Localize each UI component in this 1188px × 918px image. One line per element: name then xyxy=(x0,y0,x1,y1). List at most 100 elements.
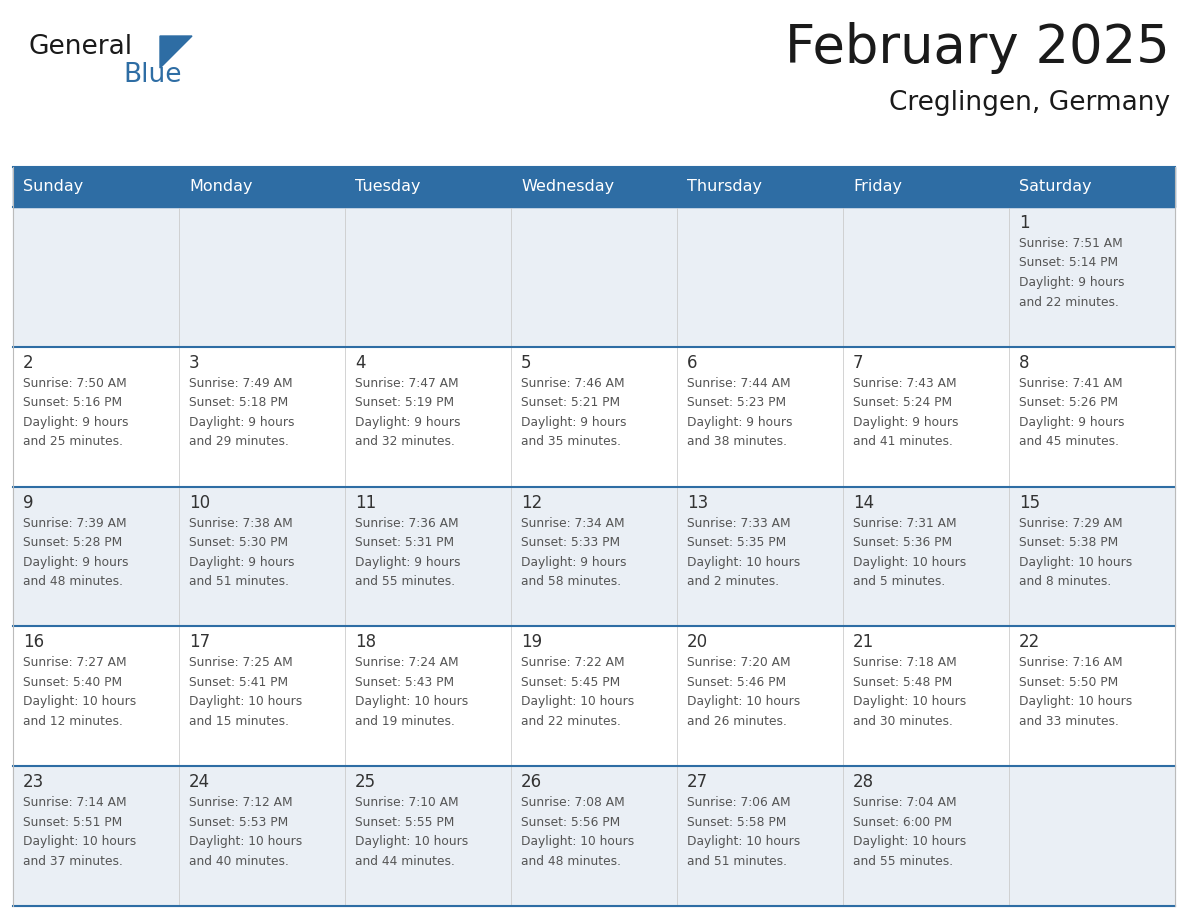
Text: Daylight: 10 hours: Daylight: 10 hours xyxy=(853,555,966,568)
Text: Sunset: 5:36 PM: Sunset: 5:36 PM xyxy=(853,536,952,549)
Text: and 19 minutes.: and 19 minutes. xyxy=(355,715,455,728)
Text: Daylight: 10 hours: Daylight: 10 hours xyxy=(355,835,468,848)
Text: Sunrise: 7:10 AM: Sunrise: 7:10 AM xyxy=(355,796,459,809)
Text: and 41 minutes.: and 41 minutes. xyxy=(853,435,953,448)
Text: and 48 minutes.: and 48 minutes. xyxy=(522,855,621,868)
Text: and 26 minutes.: and 26 minutes. xyxy=(687,715,786,728)
Text: 17: 17 xyxy=(189,633,210,652)
Text: Sunset: 5:21 PM: Sunset: 5:21 PM xyxy=(522,397,620,409)
Text: and 48 minutes.: and 48 minutes. xyxy=(23,575,124,588)
Text: and 55 minutes.: and 55 minutes. xyxy=(355,575,455,588)
Text: Sunrise: 7:14 AM: Sunrise: 7:14 AM xyxy=(23,796,127,809)
Text: Daylight: 9 hours: Daylight: 9 hours xyxy=(189,555,295,568)
Text: 9: 9 xyxy=(23,494,33,511)
Bar xyxy=(179,167,345,207)
Text: Sunrise: 7:29 AM: Sunrise: 7:29 AM xyxy=(1019,517,1123,530)
Text: and 33 minutes.: and 33 minutes. xyxy=(1019,715,1119,728)
Text: Sunset: 5:56 PM: Sunset: 5:56 PM xyxy=(522,816,620,829)
Text: Daylight: 9 hours: Daylight: 9 hours xyxy=(23,555,128,568)
Text: Sunset: 5:28 PM: Sunset: 5:28 PM xyxy=(23,536,122,549)
Text: Sunrise: 7:20 AM: Sunrise: 7:20 AM xyxy=(687,656,791,669)
Text: Sunrise: 7:25 AM: Sunrise: 7:25 AM xyxy=(189,656,292,669)
Text: Sunrise: 7:22 AM: Sunrise: 7:22 AM xyxy=(522,656,625,669)
Text: Sunrise: 7:44 AM: Sunrise: 7:44 AM xyxy=(687,376,791,390)
Text: and 45 minutes.: and 45 minutes. xyxy=(1019,435,1119,448)
Text: 26: 26 xyxy=(522,773,542,791)
Text: Sunrise: 7:04 AM: Sunrise: 7:04 AM xyxy=(853,796,956,809)
Text: Daylight: 9 hours: Daylight: 9 hours xyxy=(522,555,626,568)
Text: Sunset: 5:45 PM: Sunset: 5:45 PM xyxy=(522,676,620,688)
Text: Sunset: 5:55 PM: Sunset: 5:55 PM xyxy=(355,816,454,829)
Text: 1: 1 xyxy=(1019,214,1030,232)
Bar xyxy=(843,167,1009,207)
Text: Daylight: 9 hours: Daylight: 9 hours xyxy=(1019,416,1125,429)
Text: and 25 minutes.: and 25 minutes. xyxy=(23,435,124,448)
Text: 3: 3 xyxy=(189,353,200,372)
Bar xyxy=(13,487,1175,626)
Text: Sunday: Sunday xyxy=(23,180,83,195)
Text: Sunset: 5:50 PM: Sunset: 5:50 PM xyxy=(1019,676,1118,688)
Bar xyxy=(13,767,1175,906)
Text: and 37 minutes.: and 37 minutes. xyxy=(23,855,122,868)
Text: Sunrise: 7:34 AM: Sunrise: 7:34 AM xyxy=(522,517,625,530)
Text: Sunset: 5:18 PM: Sunset: 5:18 PM xyxy=(189,397,289,409)
Bar xyxy=(13,626,1175,767)
Text: Daylight: 10 hours: Daylight: 10 hours xyxy=(687,696,801,709)
Text: Daylight: 10 hours: Daylight: 10 hours xyxy=(522,835,634,848)
Text: and 15 minutes.: and 15 minutes. xyxy=(189,715,289,728)
Text: General: General xyxy=(29,34,132,60)
Text: 23: 23 xyxy=(23,773,44,791)
Text: Sunset: 5:24 PM: Sunset: 5:24 PM xyxy=(853,397,952,409)
Text: Sunrise: 7:39 AM: Sunrise: 7:39 AM xyxy=(23,517,127,530)
Text: 25: 25 xyxy=(355,773,377,791)
Text: 5: 5 xyxy=(522,353,531,372)
Text: 22: 22 xyxy=(1019,633,1041,652)
Text: Sunrise: 7:41 AM: Sunrise: 7:41 AM xyxy=(1019,376,1123,390)
Text: 13: 13 xyxy=(687,494,708,511)
Text: Sunset: 5:33 PM: Sunset: 5:33 PM xyxy=(522,536,620,549)
Text: Daylight: 10 hours: Daylight: 10 hours xyxy=(355,696,468,709)
Text: Sunrise: 7:18 AM: Sunrise: 7:18 AM xyxy=(853,656,956,669)
Bar xyxy=(345,167,511,207)
Text: Daylight: 9 hours: Daylight: 9 hours xyxy=(853,416,959,429)
Text: and 35 minutes.: and 35 minutes. xyxy=(522,435,621,448)
Text: Daylight: 9 hours: Daylight: 9 hours xyxy=(189,416,295,429)
Text: 14: 14 xyxy=(853,494,874,511)
Text: Sunset: 5:23 PM: Sunset: 5:23 PM xyxy=(687,397,786,409)
Bar xyxy=(677,167,843,207)
Text: Daylight: 10 hours: Daylight: 10 hours xyxy=(189,696,302,709)
Text: Friday: Friday xyxy=(853,180,902,195)
Text: Sunrise: 7:06 AM: Sunrise: 7:06 AM xyxy=(687,796,791,809)
Text: and 12 minutes.: and 12 minutes. xyxy=(23,715,122,728)
Text: 11: 11 xyxy=(355,494,377,511)
Text: Daylight: 10 hours: Daylight: 10 hours xyxy=(189,835,302,848)
Text: Sunrise: 7:47 AM: Sunrise: 7:47 AM xyxy=(355,376,459,390)
Text: 10: 10 xyxy=(189,494,210,511)
Text: 18: 18 xyxy=(355,633,377,652)
Text: Daylight: 9 hours: Daylight: 9 hours xyxy=(1019,276,1125,289)
Text: and 30 minutes.: and 30 minutes. xyxy=(853,715,953,728)
Text: Sunrise: 7:33 AM: Sunrise: 7:33 AM xyxy=(687,517,791,530)
Text: Sunrise: 7:50 AM: Sunrise: 7:50 AM xyxy=(23,376,127,390)
Text: Sunrise: 7:46 AM: Sunrise: 7:46 AM xyxy=(522,376,625,390)
Polygon shape xyxy=(160,36,192,68)
Text: Sunset: 5:31 PM: Sunset: 5:31 PM xyxy=(355,536,454,549)
Text: and 22 minutes.: and 22 minutes. xyxy=(522,715,621,728)
Text: Daylight: 10 hours: Daylight: 10 hours xyxy=(1019,696,1132,709)
Bar xyxy=(1009,167,1175,207)
Text: Daylight: 10 hours: Daylight: 10 hours xyxy=(687,835,801,848)
Text: 19: 19 xyxy=(522,633,542,652)
Text: and 40 minutes.: and 40 minutes. xyxy=(189,855,289,868)
Text: Daylight: 10 hours: Daylight: 10 hours xyxy=(23,835,137,848)
Text: 21: 21 xyxy=(853,633,874,652)
Text: Wednesday: Wednesday xyxy=(522,180,614,195)
Text: Saturday: Saturday xyxy=(1019,180,1092,195)
Bar xyxy=(13,207,1175,347)
Text: Sunset: 5:14 PM: Sunset: 5:14 PM xyxy=(1019,256,1118,270)
Text: and 38 minutes.: and 38 minutes. xyxy=(687,435,786,448)
Text: 4: 4 xyxy=(355,353,366,372)
Text: Daylight: 10 hours: Daylight: 10 hours xyxy=(853,696,966,709)
Text: Sunset: 5:30 PM: Sunset: 5:30 PM xyxy=(189,536,289,549)
Text: and 22 minutes.: and 22 minutes. xyxy=(1019,296,1119,308)
Text: Daylight: 10 hours: Daylight: 10 hours xyxy=(23,696,137,709)
